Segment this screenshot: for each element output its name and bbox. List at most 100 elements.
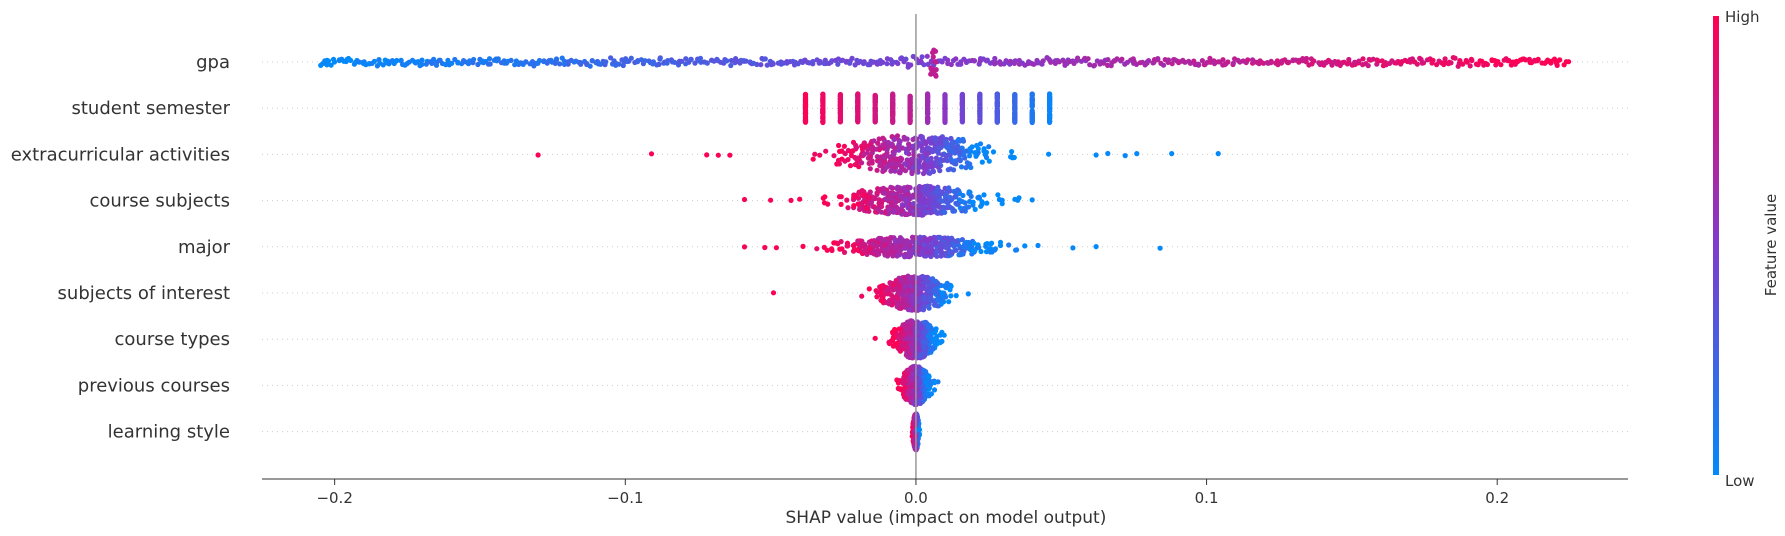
feature-label: major xyxy=(178,237,231,258)
shap-point xyxy=(901,185,907,191)
shap-point xyxy=(928,140,934,146)
shap-point xyxy=(859,293,865,299)
shap-point xyxy=(874,289,880,295)
shap-point xyxy=(852,193,859,199)
shap-point xyxy=(897,386,903,392)
shap-point xyxy=(942,101,948,107)
shap-point xyxy=(1105,150,1111,157)
shap-point xyxy=(923,249,929,256)
shap-point xyxy=(937,246,944,252)
shap-point xyxy=(878,186,885,192)
shap-point xyxy=(837,117,844,123)
shap-point xyxy=(889,202,895,209)
shap-point xyxy=(904,157,910,163)
shap-point xyxy=(894,340,900,346)
shap-point xyxy=(1225,59,1231,65)
shap-point xyxy=(943,141,949,147)
shap-point xyxy=(907,100,913,106)
shap-point xyxy=(897,284,903,290)
shap-point xyxy=(906,387,912,393)
shap-point xyxy=(953,247,959,253)
x-tick-label: −0.1 xyxy=(607,489,643,507)
shap-point xyxy=(1040,58,1046,64)
shap-point xyxy=(907,318,914,324)
shap-point xyxy=(919,136,926,142)
shap-point xyxy=(896,336,902,342)
shap-point xyxy=(920,306,927,312)
shap-point xyxy=(850,148,856,154)
shap-point xyxy=(1093,152,1099,158)
shap-point xyxy=(930,276,936,282)
shap-point xyxy=(938,144,944,150)
shap-point xyxy=(919,54,925,60)
shap-point xyxy=(1105,57,1111,63)
shap-point xyxy=(867,166,873,172)
shap-point xyxy=(963,205,969,211)
shap-point xyxy=(874,190,880,196)
feature-label: gpa xyxy=(196,52,230,73)
shap-point xyxy=(859,146,866,152)
shap-point xyxy=(958,164,965,170)
shap-point xyxy=(905,325,911,331)
shap-point xyxy=(962,242,968,248)
shap-point xyxy=(924,53,930,59)
shap-point xyxy=(959,101,966,107)
shap-point xyxy=(890,110,896,116)
shap-point xyxy=(933,155,940,161)
shap-point xyxy=(657,56,663,62)
shap-point xyxy=(764,62,770,68)
shap-point xyxy=(1022,243,1028,249)
shap-point xyxy=(876,147,883,153)
shap-point xyxy=(894,331,900,337)
shap-point xyxy=(921,62,927,68)
shap-point xyxy=(939,152,946,158)
shap-point xyxy=(926,170,932,176)
shap-point xyxy=(945,167,951,173)
shap-point xyxy=(921,294,927,300)
shap-point xyxy=(999,201,1005,207)
shap-point xyxy=(1165,59,1171,65)
shap-point xyxy=(874,206,880,212)
shap-point xyxy=(845,157,851,163)
shap-point xyxy=(925,115,931,121)
shap-point xyxy=(907,119,913,126)
shap-point xyxy=(1093,244,1099,250)
shap-point xyxy=(688,56,694,63)
shap-point xyxy=(620,62,626,69)
shap-point xyxy=(1274,58,1280,64)
shap-point xyxy=(847,60,853,66)
shap-point xyxy=(847,163,854,169)
shap-point xyxy=(758,62,764,68)
shap-point xyxy=(971,240,977,246)
shap-point xyxy=(802,97,809,104)
shap-point xyxy=(1048,59,1054,65)
shap-point xyxy=(941,235,947,241)
shap-point xyxy=(878,292,884,299)
shap-point xyxy=(893,204,900,210)
shap-point xyxy=(891,245,897,251)
shap-point xyxy=(934,189,940,195)
shap-point xyxy=(902,136,908,142)
shap-point xyxy=(977,91,983,97)
shap-point xyxy=(974,142,980,149)
shap-point xyxy=(855,115,861,122)
shap-point xyxy=(859,160,865,166)
shap-point xyxy=(910,201,917,207)
shap-point xyxy=(817,60,823,66)
shap-point xyxy=(433,62,440,68)
shap-point xyxy=(1329,62,1335,68)
shap-point xyxy=(874,243,880,249)
shap-point xyxy=(906,141,912,147)
shap-point xyxy=(841,143,848,149)
shap-point xyxy=(865,146,871,153)
shap-point xyxy=(884,164,890,170)
shap-point xyxy=(977,103,983,110)
shap-point xyxy=(1554,62,1560,68)
shap-point xyxy=(1087,62,1093,68)
shap-point xyxy=(486,56,493,62)
shap-point xyxy=(925,145,931,151)
shap-point xyxy=(946,299,952,305)
shap-point xyxy=(1146,58,1152,64)
shap-point xyxy=(904,198,910,205)
shap-point xyxy=(916,340,922,346)
